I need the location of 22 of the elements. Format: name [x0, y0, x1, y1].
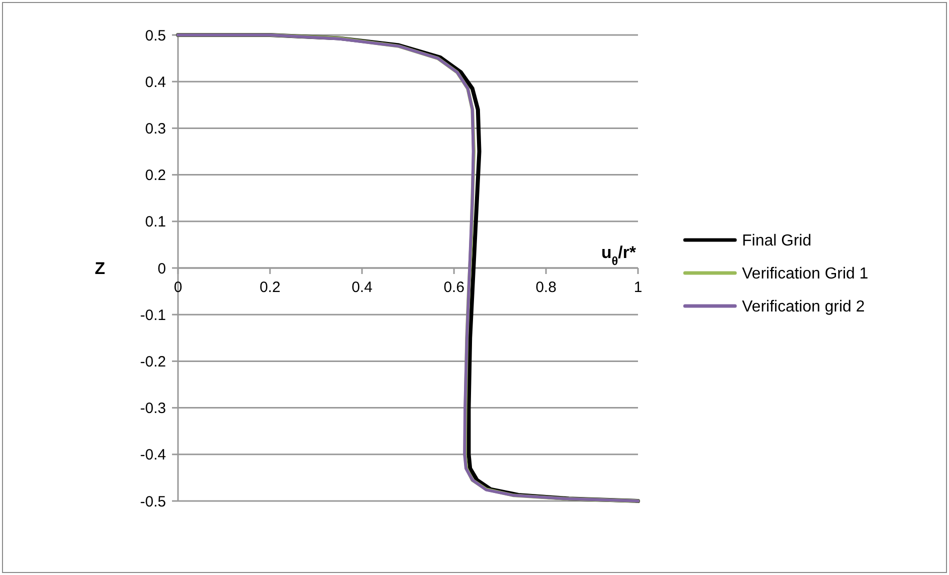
x-tick-label: 0.2: [260, 279, 280, 296]
x-tick-label: 1: [634, 279, 642, 296]
y-tick-label: -0.2: [140, 353, 166, 370]
x-tick-label: 0: [174, 279, 182, 296]
y-tick-label: 0.3: [145, 120, 166, 138]
y-axis-title: Z: [94, 259, 106, 278]
legend-label: Final Grid: [742, 232, 812, 250]
legend-label: Verification Grid 1: [742, 266, 868, 283]
y-tick-label: -0.3: [140, 400, 166, 418]
y-tick-label: 0.2: [145, 167, 166, 184]
x-tick-label: 0.6: [444, 279, 464, 296]
legend-label: Verification grid 2: [742, 298, 865, 316]
x-tick-label: 0.4: [352, 279, 372, 296]
x-tick-label: 0.8: [536, 279, 556, 296]
x-axis-title: u$_{θ}$/r*: [601, 243, 636, 268]
y-tick-label: -0.5: [140, 493, 166, 510]
y-tick-label: 0.1: [145, 214, 166, 231]
y-tick-label: 0.5: [145, 27, 166, 44]
y-tick-label: -0.4: [140, 446, 166, 464]
y-tick-label: -0.1: [140, 306, 166, 324]
y-tick-label: 0.4: [145, 74, 166, 91]
y-tick-label: 0: [158, 260, 166, 278]
